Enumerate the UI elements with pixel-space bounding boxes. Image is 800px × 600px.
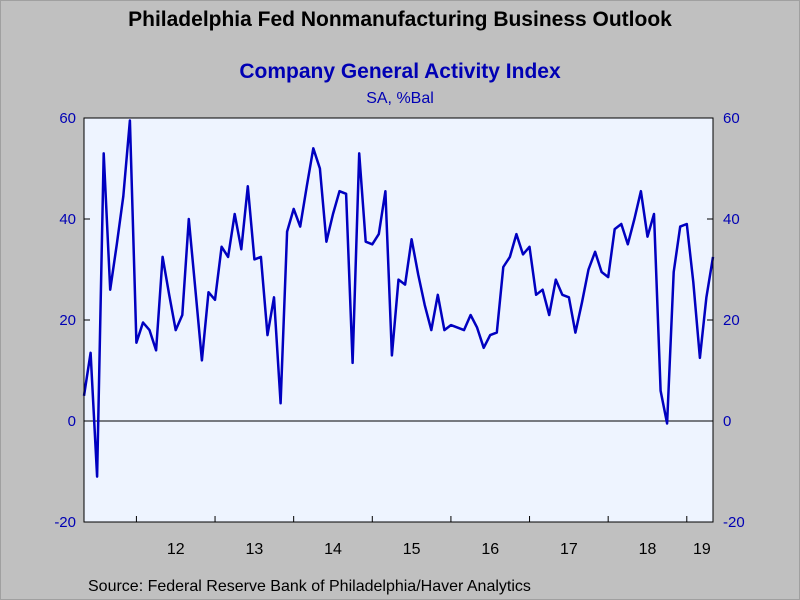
series-line-0 [82,119,715,478]
x-tick-label: 12 [167,541,185,558]
y-tick-label-right: -20 [723,514,745,531]
x-tick-label: 14 [324,541,342,558]
x-tick-label: 17 [560,541,578,558]
x-tick-label: 13 [245,541,263,558]
chart-subtitle: SA, %Bal [366,90,434,107]
x-tick-label: 19 [693,541,711,558]
x-tick-label: 18 [639,541,657,558]
plot-border [83,117,714,523]
plot-area [84,118,713,522]
y-tick-label-right: 0 [723,413,731,430]
x-tick-label: 16 [481,541,499,558]
y-tick-label-right: 20 [723,312,740,329]
y-tick-label-left: 60 [59,110,76,127]
y-tick-label-right: 40 [723,211,740,228]
source-note: Source: Federal Reserve Bank of Philadel… [88,578,531,595]
x-tick-label: 15 [403,541,421,558]
y-tick-label-left: 40 [59,211,76,228]
chart-title: Company General Activity Index [239,60,561,83]
y-tick-label-right: 60 [723,110,740,127]
y-tick-label-left: 20 [59,312,76,329]
page-title: Philadelphia Fed Nonmanufacturing Busine… [128,8,672,31]
y-tick-label-left: 0 [68,413,76,430]
y-tick-label-left: -20 [54,514,76,531]
